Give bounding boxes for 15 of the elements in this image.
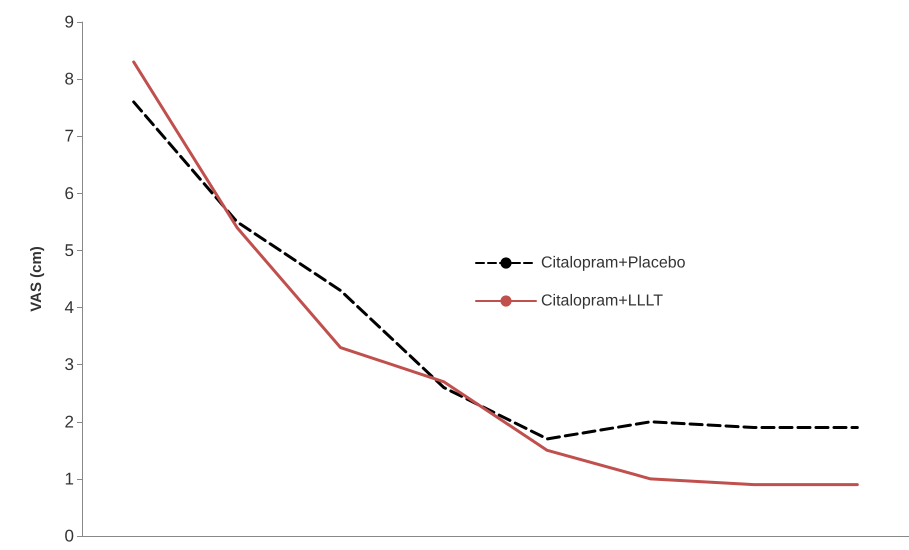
- y-tick-label: 0: [64, 526, 74, 546]
- y-tick-label: 3: [64, 355, 74, 374]
- y-tick-label: 5: [64, 240, 74, 260]
- y-tick-label: 7: [64, 126, 74, 146]
- y-tick-label: 6: [64, 184, 74, 203]
- y-tick-label: 4: [64, 298, 74, 318]
- line-series: [132, 60, 859, 486]
- y-tick-label: 1: [64, 469, 74, 488]
- y-tick-label: 8: [64, 70, 74, 89]
- legend-label: Citalopram+LLLT: [541, 292, 664, 310]
- legend-label: Citalopram+Placebo: [541, 254, 686, 272]
- line-series: [132, 100, 859, 440]
- y-tick-label: 2: [64, 412, 74, 432]
- y-axis-title: VAS (cm): [28, 246, 45, 312]
- y-tick-label: 9: [64, 12, 74, 32]
